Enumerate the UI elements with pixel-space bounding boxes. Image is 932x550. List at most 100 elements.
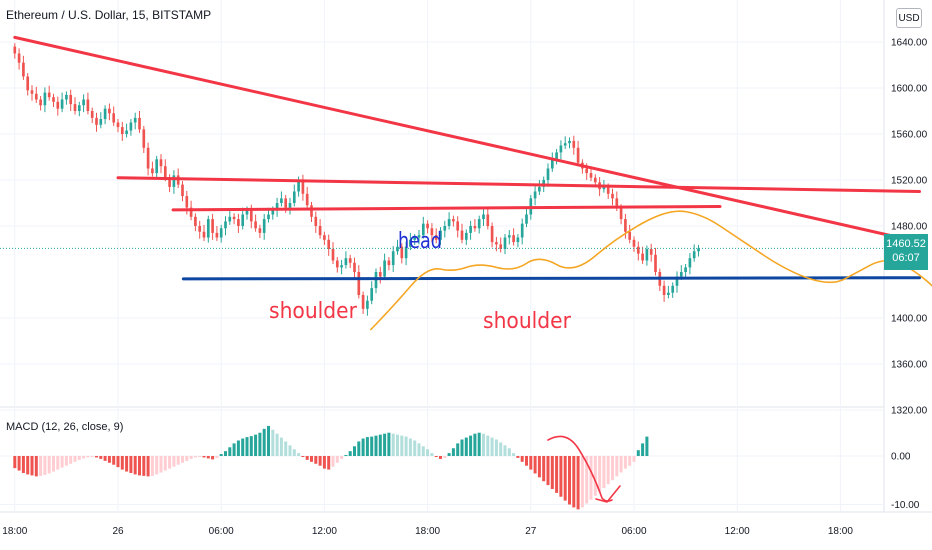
- macd-bar: [116, 456, 120, 468]
- candle-body: [456, 221, 460, 231]
- candle-body: [684, 267, 687, 272]
- macd-bar: [426, 449, 430, 456]
- x-tick-label: 18:00: [2, 526, 27, 537]
- price-tick-label: 1320.00: [891, 406, 928, 417]
- candle-body: [396, 246, 399, 252]
- macd-bar: [17, 456, 21, 471]
- candle-body: [662, 285, 666, 295]
- macd-bar: [236, 440, 240, 456]
- candle-body: [159, 159, 163, 167]
- candle-body: [155, 159, 159, 174]
- macd-bar: [400, 435, 404, 456]
- candle-body: [22, 62, 25, 77]
- macd-bar: [254, 434, 258, 456]
- macd-bar: [305, 456, 309, 460]
- candle-body: [310, 205, 313, 217]
- macd-bar: [542, 456, 546, 482]
- candle-body: [434, 235, 438, 240]
- currency-button[interactable]: USD: [896, 8, 922, 28]
- candle-body: [116, 122, 120, 128]
- candle-body: [301, 180, 305, 194]
- candle-body: [473, 226, 477, 229]
- candle-body: [215, 232, 219, 238]
- macd-tick-label: 0.00: [891, 452, 911, 463]
- candle-body: [576, 147, 580, 163]
- macd-bar: [641, 443, 645, 456]
- candle-body: [654, 254, 657, 272]
- macd-bar: [228, 447, 232, 456]
- candle-body: [538, 186, 541, 192]
- pattern-label-shoulder: shoulder: [483, 309, 572, 334]
- price-tick-label: 1480.00: [891, 222, 928, 233]
- macd-bar: [585, 456, 589, 504]
- x-tick-label: 18:00: [415, 526, 440, 537]
- macd-bar: [610, 456, 615, 481]
- price-tick-label: 1560.00: [891, 130, 928, 141]
- macd-bar: [524, 456, 529, 466]
- macd-bar: [481, 433, 486, 456]
- candle-body: [224, 221, 227, 229]
- candle-body: [593, 177, 597, 183]
- last-price-badge: 1460.52 06:07: [884, 234, 928, 270]
- candle-body: [39, 99, 42, 106]
- macd-bar: [348, 451, 352, 456]
- macd-bar: [331, 456, 335, 467]
- macd-bar: [443, 456, 447, 458]
- macd-bar: [30, 456, 34, 476]
- macd-bar: [262, 428, 266, 456]
- macd-bar: [82, 456, 86, 459]
- macd-bar: [473, 433, 477, 456]
- macd-bar: [512, 453, 516, 456]
- macd-bar: [340, 456, 344, 459]
- macd-bar: [13, 456, 17, 469]
- x-tick-label: 06:00: [621, 526, 646, 537]
- macd-bar: [176, 456, 180, 465]
- macd-bar: [56, 456, 60, 470]
- macd-bar: [357, 441, 361, 456]
- macd-bar: [546, 456, 550, 486]
- candle-body: [550, 159, 554, 169]
- last-price-value: 1460.52: [886, 238, 926, 250]
- price-tick-label: 1520.00: [891, 176, 928, 187]
- candle-body: [318, 226, 322, 236]
- candle-body: [559, 145, 563, 153]
- candle-body: [486, 214, 490, 226]
- candle-body: [245, 209, 249, 215]
- macd-bar: [460, 439, 464, 456]
- macd-bar: [456, 443, 460, 456]
- candle-body: [344, 258, 348, 266]
- candle-body: [189, 207, 193, 217]
- macd-bar: [606, 456, 610, 485]
- macd-bar: [112, 456, 116, 465]
- candle-body: [185, 196, 189, 208]
- candle-body: [353, 262, 356, 272]
- candle-body: [520, 223, 524, 238]
- candle-body: [331, 249, 335, 261]
- macd-bar: [73, 456, 77, 462]
- candle-body: [452, 219, 455, 222]
- macd-bar: [430, 453, 434, 456]
- macd-bar: [309, 456, 314, 462]
- macd-bar: [391, 433, 395, 456]
- macd-bar: [172, 456, 176, 467]
- macd-bar: [129, 456, 133, 473]
- macd-bar: [258, 432, 262, 456]
- macd-bar: [344, 455, 348, 457]
- x-tick-label: 27: [525, 526, 537, 537]
- macd-bar: [537, 456, 541, 478]
- macd-bar: [404, 436, 408, 456]
- symbol-title: Ethereum / U.S. Dollar, 15, BITSTAMP: [6, 8, 212, 22]
- candle-body: [602, 186, 606, 190]
- candle-body: [254, 221, 257, 229]
- resistance-upper: [116, 176, 922, 193]
- candle-body: [323, 235, 326, 240]
- macd-bar: [219, 454, 223, 456]
- macd-bar: [417, 443, 421, 456]
- candle-body: [619, 207, 623, 220]
- candle-body: [43, 92, 47, 106]
- candle-body: [181, 184, 184, 197]
- macd-bar: [503, 445, 507, 456]
- macd-bar: [266, 425, 271, 456]
- candle-body: [469, 226, 472, 233]
